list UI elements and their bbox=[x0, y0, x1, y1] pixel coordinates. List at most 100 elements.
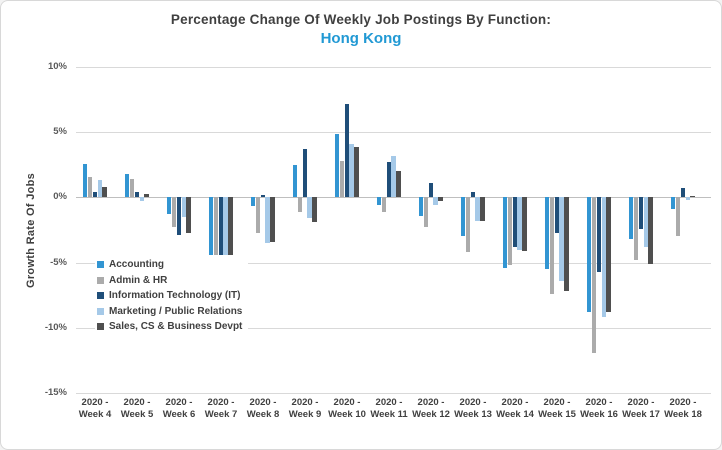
x-tick-label: 2020 - Week 12 bbox=[412, 397, 450, 420]
bar-information-technology-it-week-13 bbox=[470, 192, 475, 198]
bar-information-technology-it-week-5 bbox=[134, 192, 139, 198]
bar-sales-cs-business-devpt-week-14 bbox=[522, 197, 527, 251]
x-tick-label: 2020 - Week 6 bbox=[162, 397, 196, 420]
bar-marketing-public-relations-week-12 bbox=[433, 197, 438, 206]
bar-accounting-week-6 bbox=[166, 197, 172, 215]
chart-subtitle: Hong Kong bbox=[320, 30, 402, 47]
y-tick-label: 5% bbox=[53, 126, 67, 138]
x-tick-label: 2020 - Week 5 bbox=[120, 397, 154, 420]
bar-information-technology-it-week-14 bbox=[512, 197, 517, 247]
legend-marker-icon bbox=[97, 276, 104, 284]
bar-marketing-public-relations-week-18 bbox=[685, 197, 690, 200]
gridline bbox=[76, 327, 711, 329]
bar-accounting-week-7 bbox=[208, 197, 214, 262]
bar-admin-hr-week-10 bbox=[339, 160, 344, 198]
chart-title: Percentage Change Of Weekly Job Postings… bbox=[170, 12, 552, 27]
bar-information-technology-it-week-18 bbox=[680, 188, 685, 198]
bar-accounting-week-4 bbox=[82, 163, 88, 198]
bar-marketing-public-relations-week-15 bbox=[559, 197, 564, 281]
legend-marker-icon bbox=[97, 292, 104, 300]
bar-sales-cs-business-devpt-week-10 bbox=[354, 146, 359, 198]
legend-marker-icon bbox=[97, 307, 104, 315]
legend-marker-icon bbox=[97, 261, 104, 269]
bar-marketing-public-relations-week-11 bbox=[391, 155, 396, 198]
legend-marker-icon bbox=[97, 323, 104, 331]
bar-sales-cs-business-devpt-week-18 bbox=[690, 196, 695, 198]
bar-information-technology-it-week-10 bbox=[344, 103, 349, 198]
legend-label: Accounting bbox=[109, 259, 164, 271]
x-tick-label: 2020 - Week 18 bbox=[664, 397, 702, 420]
bar-accounting-week-15 bbox=[544, 197, 550, 270]
bar-admin-hr-week-7 bbox=[213, 197, 218, 259]
plot-area bbox=[76, 67, 711, 394]
legend-label: Information Technology (IT) bbox=[109, 290, 241, 302]
bar-sales-cs-business-devpt-week-9 bbox=[312, 197, 317, 223]
legend-item-marketing-public-relations: Marketing / Public Relations bbox=[97, 304, 242, 320]
bar-admin-hr-week-11 bbox=[381, 197, 386, 212]
bar-sales-cs-business-devpt-week-15 bbox=[564, 197, 569, 292]
bar-accounting-week-18 bbox=[670, 197, 676, 210]
legend-item-accounting: Accounting bbox=[97, 257, 242, 273]
bar-sales-cs-business-devpt-week-12 bbox=[438, 197, 443, 202]
legend-item-sales-cs-business-devpt: Sales, CS & Business Devpt bbox=[97, 319, 242, 335]
bar-accounting-week-9 bbox=[292, 164, 298, 198]
bar-information-technology-it-week-4 bbox=[92, 192, 97, 198]
bar-admin-hr-week-15 bbox=[549, 197, 554, 294]
bar-marketing-public-relations-week-6 bbox=[181, 197, 186, 217]
bar-marketing-public-relations-week-10 bbox=[349, 143, 354, 198]
bar-information-technology-it-week-8 bbox=[260, 194, 265, 198]
gridline bbox=[76, 393, 711, 394]
x-tick-label: 2020 - Week 9 bbox=[288, 397, 322, 420]
bar-admin-hr-week-17 bbox=[633, 197, 638, 260]
bar-marketing-public-relations-week-4 bbox=[97, 180, 102, 198]
bar-admin-hr-week-9 bbox=[297, 197, 302, 212]
bar-admin-hr-week-4 bbox=[87, 176, 92, 198]
x-tick-label: 2020 - Week 8 bbox=[246, 397, 280, 420]
legend-label: Marketing / Public Relations bbox=[109, 305, 243, 317]
bar-accounting-week-5 bbox=[124, 173, 130, 198]
bar-information-technology-it-week-17 bbox=[638, 197, 643, 229]
x-tick-label: 2020 - Week 4 bbox=[78, 397, 112, 420]
bar-accounting-week-13 bbox=[460, 197, 466, 237]
bar-accounting-week-17 bbox=[628, 197, 634, 240]
x-tick-label: 2020 - Week 14 bbox=[496, 397, 534, 420]
bar-accounting-week-14 bbox=[502, 197, 508, 268]
y-tick-label: -15% bbox=[44, 387, 67, 398]
bar-information-technology-it-week-6 bbox=[176, 197, 181, 236]
legend-label: Sales, CS & Business Devpt bbox=[109, 321, 243, 333]
bar-marketing-public-relations-week-5 bbox=[139, 197, 144, 202]
bar-sales-cs-business-devpt-week-13 bbox=[480, 197, 485, 221]
bar-admin-hr-week-16 bbox=[591, 197, 596, 353]
bar-admin-hr-week-6 bbox=[171, 197, 176, 228]
x-tick-label: 2020 - Week 15 bbox=[538, 397, 576, 420]
bar-sales-cs-business-devpt-week-4 bbox=[102, 187, 107, 198]
bar-information-technology-it-week-15 bbox=[554, 197, 559, 233]
bar-admin-hr-week-12 bbox=[423, 197, 428, 228]
bar-admin-hr-week-13 bbox=[465, 197, 470, 253]
bar-marketing-public-relations-week-13 bbox=[475, 197, 480, 221]
x-tick-label: 2020 - Week 16 bbox=[580, 397, 618, 420]
bar-accounting-week-10 bbox=[334, 133, 340, 198]
x-tick-label: 2020 - Week 11 bbox=[370, 397, 408, 420]
bar-admin-hr-week-5 bbox=[129, 179, 134, 198]
bar-accounting-week-16 bbox=[586, 197, 592, 313]
y-tick-label: -10% bbox=[44, 321, 67, 333]
bar-sales-cs-business-devpt-week-8 bbox=[270, 197, 275, 242]
gridline bbox=[76, 67, 711, 68]
x-tick-label: 2020 - Week 13 bbox=[454, 397, 492, 420]
legend-item-information-technology-it: Information Technology (IT) bbox=[97, 288, 242, 304]
bar-marketing-public-relations-week-16 bbox=[601, 197, 606, 318]
bar-information-technology-it-week-9 bbox=[302, 149, 307, 198]
bar-information-technology-it-week-11 bbox=[386, 162, 391, 198]
y-tick-label: -5% bbox=[50, 256, 67, 268]
bar-marketing-public-relations-week-9 bbox=[307, 197, 312, 219]
gridline bbox=[76, 132, 711, 134]
x-tick-label: 2020 - Week 10 bbox=[328, 397, 366, 420]
bar-sales-cs-business-devpt-week-7 bbox=[228, 197, 233, 264]
bar-information-technology-it-week-12 bbox=[428, 183, 433, 198]
gridline bbox=[76, 262, 711, 264]
bar-information-technology-it-week-16 bbox=[596, 197, 601, 272]
bar-admin-hr-week-8 bbox=[255, 197, 260, 233]
zero-gridline bbox=[76, 197, 711, 199]
bar-sales-cs-business-devpt-week-17 bbox=[648, 197, 653, 264]
